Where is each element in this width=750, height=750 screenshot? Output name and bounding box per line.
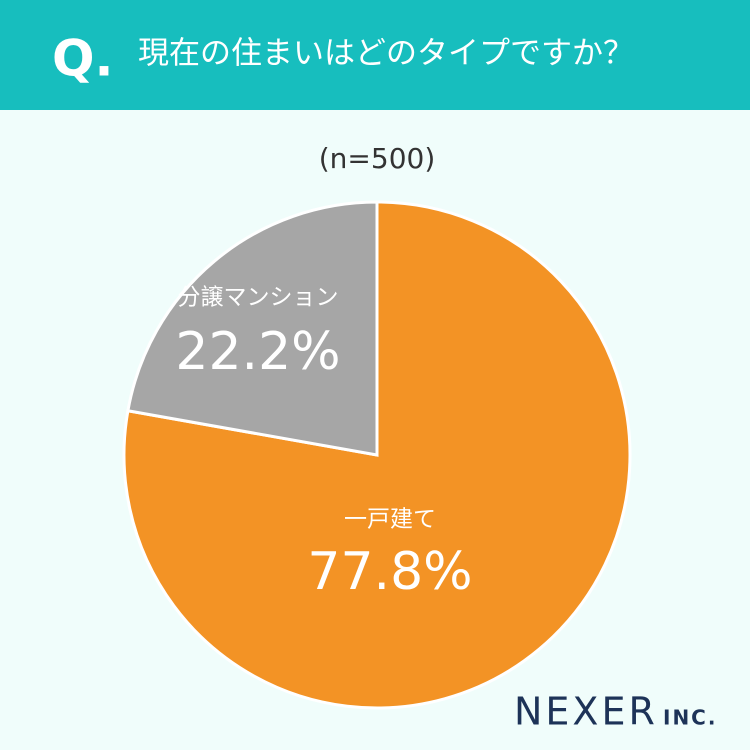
brand-suffix: INC. (663, 706, 717, 730)
question-mark: Q. (52, 30, 114, 88)
chart-subtitle: (n=500) (319, 142, 436, 175)
pie-slice (126, 200, 379, 457)
slice-category-label: 分譲マンション (178, 285, 339, 311)
header-band (0, 0, 750, 110)
brand: NEXER (514, 690, 658, 734)
slice-value-label: 22.2% (175, 322, 340, 382)
slice-category-label: 一戸建て (344, 507, 436, 533)
chart-title: 現在の住まいはどのタイプですか？ (138, 36, 634, 72)
slice-value-label: 77.8% (307, 542, 472, 602)
pie (122, 200, 632, 710)
